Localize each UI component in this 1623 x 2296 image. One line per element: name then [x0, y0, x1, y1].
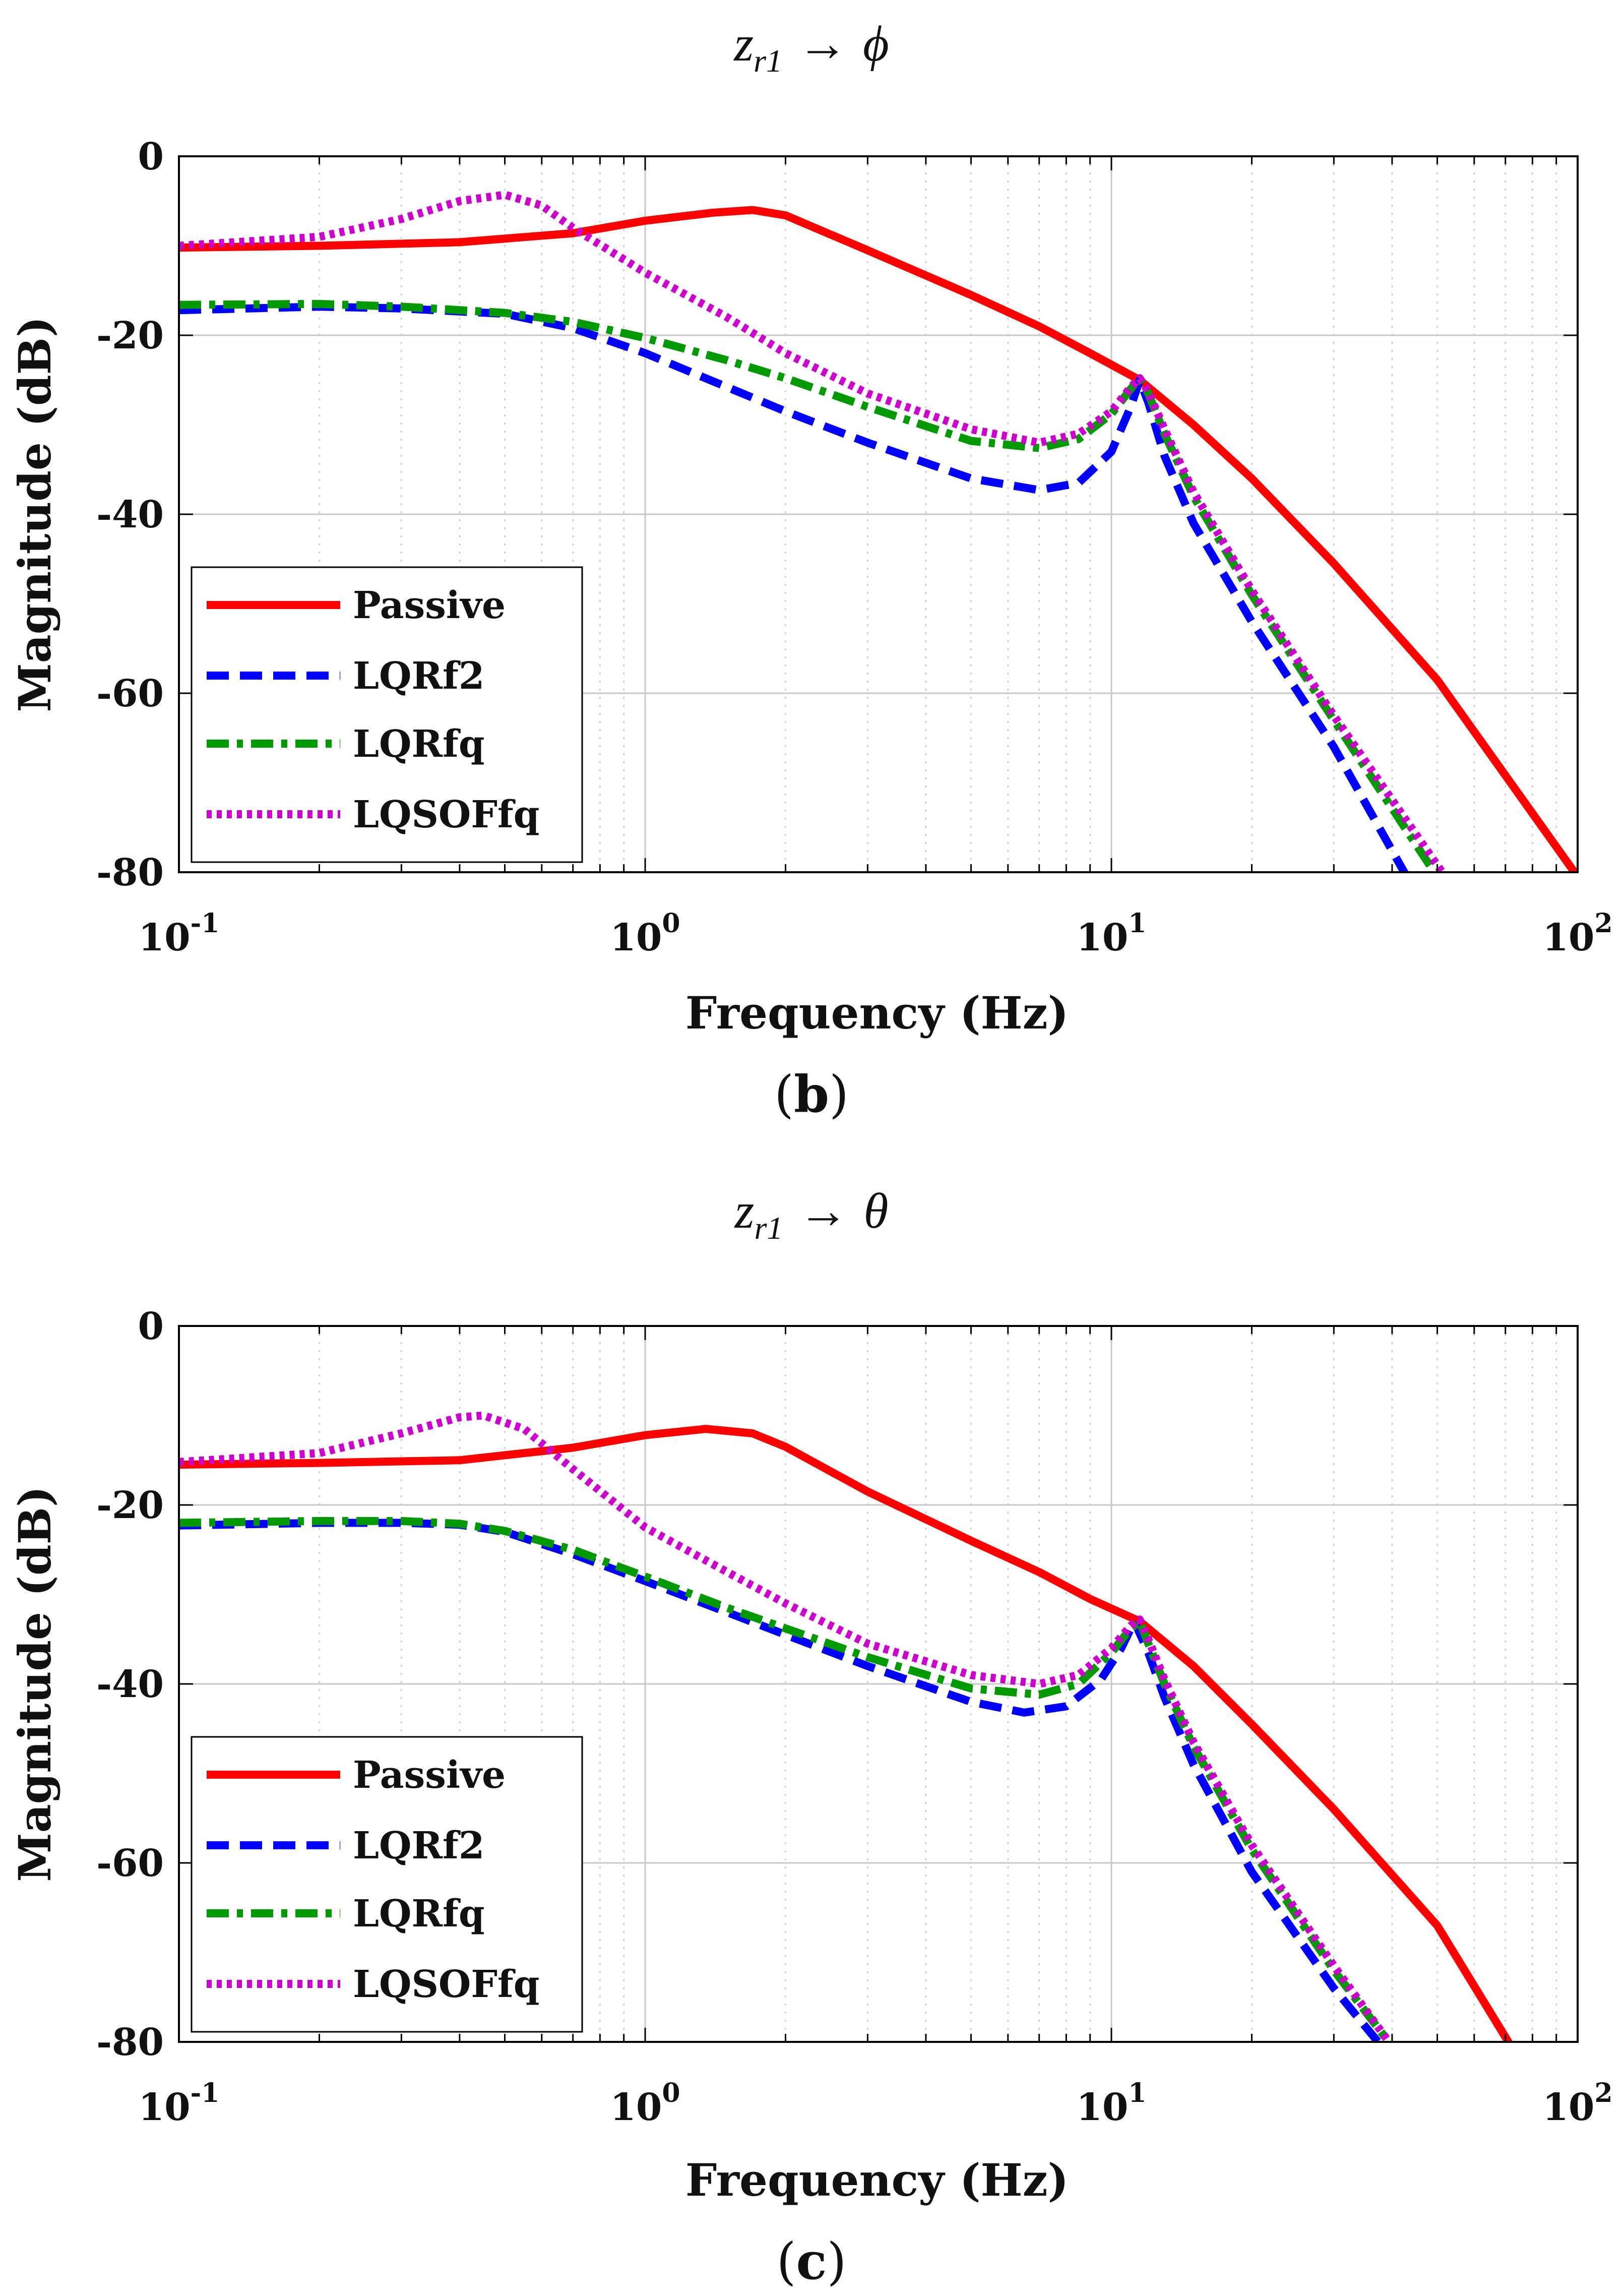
y-axis-label: Magnitude (dB) — [9, 316, 61, 712]
chart-title-c: zr1 → θ — [734, 1183, 889, 1246]
series-line-lqsoffq — [179, 1411, 1394, 2042]
y-tick-label: -20 — [96, 1484, 164, 1527]
x-tick-label: 10-1 — [139, 2078, 220, 2129]
series-line-passive — [179, 206, 1578, 872]
x-tick-label: 10-1 — [139, 908, 220, 959]
x-tick-label: 100 — [610, 908, 680, 959]
panel-label-c: (c) — [777, 2231, 847, 2291]
legend-label-lqsoffq: LQSOFfq — [353, 1963, 540, 2006]
legend-label-passive: Passive — [353, 584, 506, 627]
legend-label-lqsoffq: LQSOFfq — [353, 793, 540, 836]
y-tick-label: -40 — [96, 493, 164, 536]
y-axis-label: Magnitude (dB) — [9, 1486, 61, 1882]
series-line-lqrf2 — [179, 1519, 1384, 2042]
y-tick-label: -40 — [96, 1663, 164, 1706]
chart-panel-c: zr1 → θ 0 -20 -40 -60 -80 10-1 100 101 102… — [9, 1183, 1613, 2291]
legend-label-lqrf2: LQRf2 — [353, 654, 484, 698]
x-tick-label: 101 — [1076, 908, 1146, 959]
x-tick-label: 100 — [610, 2078, 680, 2129]
x-tick-label: 102 — [1542, 908, 1612, 959]
legend-c: Passive LQRf2 LQRfq LQSOFfq — [191, 1736, 583, 2033]
legend-box — [191, 566, 583, 863]
chart-panel-b: zr1 → ϕ 0 -20 -40 -60 -80 10-1 100 101 102… — [9, 16, 1613, 1124]
chart-title-b: zr1 → ϕ — [733, 16, 889, 79]
ticks-b — [178, 155, 1579, 873]
y-tick-label: -60 — [96, 1842, 164, 1885]
legend-label-lqrf2: LQRf2 — [353, 1824, 484, 1867]
x-axis-label: Frequency (Hz) — [685, 987, 1069, 1039]
y-tick-label: -20 — [96, 314, 164, 357]
legend-b: Passive LQRf2 LQRfq LQSOFfq — [191, 566, 583, 863]
legend-label-passive: Passive — [353, 1754, 506, 1797]
legend-label-lqrfq: LQRfq — [353, 722, 485, 766]
y-tick-label: -80 — [96, 2021, 164, 2064]
x-axis-label: Frequency (Hz) — [685, 2154, 1069, 2206]
legend-label-lqrfq: LQRfq — [353, 1892, 485, 1936]
series-line-passive — [179, 1425, 1513, 2042]
x-tick-label: 101 — [1076, 2078, 1146, 2129]
x-tick-label: 102 — [1542, 2078, 1612, 2129]
series-layer-b — [179, 191, 1578, 872]
y-tick-label: 0 — [138, 1305, 164, 1348]
series-layer-c — [179, 1411, 1513, 2042]
series-line-lqsoffq — [179, 191, 1447, 872]
y-tick-label: -80 — [96, 851, 164, 894]
y-tick-label: -60 — [96, 672, 164, 715]
ticks-c — [178, 1325, 1579, 2043]
legend-box — [191, 1736, 583, 2033]
series-line-lqrf2 — [179, 303, 1409, 872]
series-line-lqrfq — [179, 299, 1440, 872]
y-tick-label: 0 — [138, 135, 164, 178]
panel-label-b: (b) — [774, 1064, 849, 1124]
